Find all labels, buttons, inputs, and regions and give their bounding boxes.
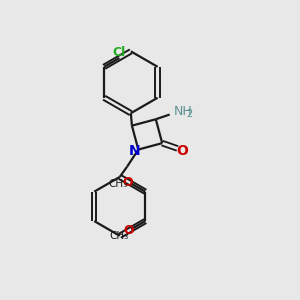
Text: 2: 2 bbox=[186, 109, 192, 119]
Text: O: O bbox=[123, 224, 134, 237]
Text: O: O bbox=[176, 144, 188, 158]
Text: Cl: Cl bbox=[113, 46, 126, 59]
Text: CH₃: CH₃ bbox=[108, 178, 128, 188]
Text: O: O bbox=[122, 176, 133, 189]
Text: N: N bbox=[129, 144, 141, 158]
Text: CH₃: CH₃ bbox=[109, 231, 128, 241]
Text: NH: NH bbox=[174, 104, 193, 118]
